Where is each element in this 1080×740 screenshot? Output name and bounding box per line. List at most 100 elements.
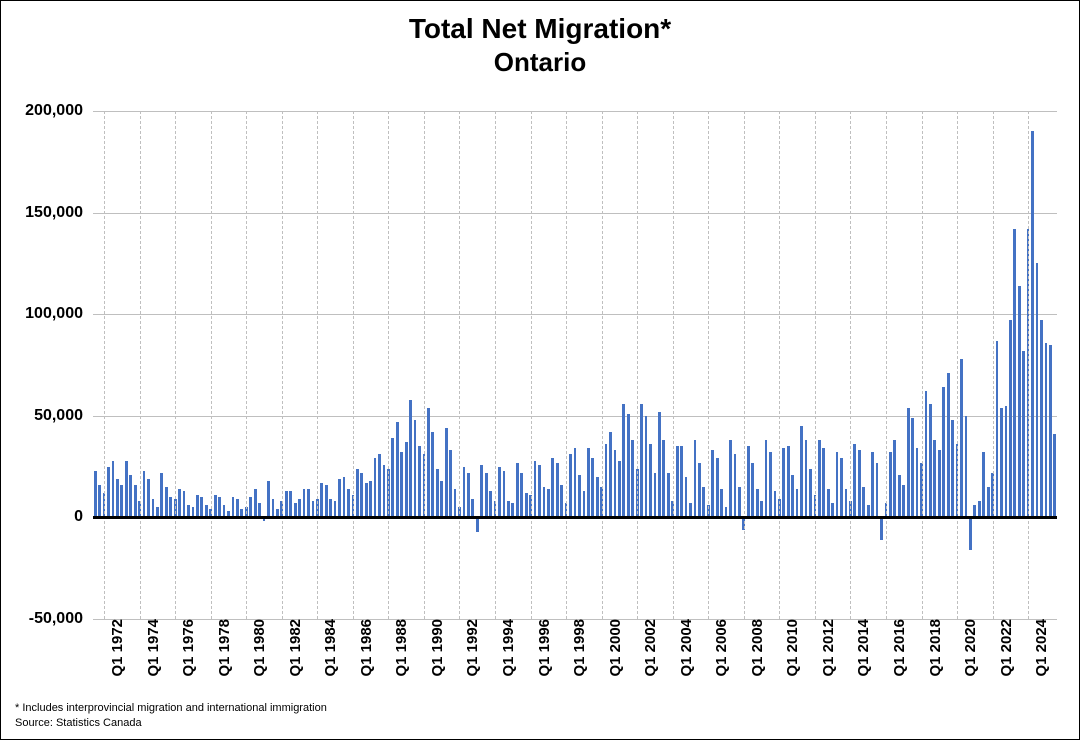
x-axis-labels: Q1 1972Q1 1974Q1 1976Q1 1978Q1 1980Q1 19… — [93, 619, 1057, 691]
bar — [143, 471, 146, 518]
bar — [711, 450, 714, 517]
bar — [112, 461, 115, 518]
x-axis-tick-label: Q1 2014 — [855, 619, 872, 677]
gridline-vertical — [815, 111, 816, 619]
bar — [538, 465, 541, 518]
bar — [307, 489, 310, 517]
bar — [1036, 263, 1039, 517]
bar — [543, 487, 546, 517]
bar — [929, 404, 932, 518]
bar — [258, 503, 261, 517]
bar — [400, 452, 403, 517]
gridline-vertical — [602, 111, 603, 619]
bar — [1018, 286, 1021, 518]
bar — [805, 440, 808, 517]
x-axis-tick-label: Q1 2008 — [749, 619, 766, 677]
bar — [791, 475, 794, 518]
x-axis-tick-label: Q1 2006 — [713, 619, 730, 677]
bar — [391, 438, 394, 517]
bar — [654, 473, 657, 518]
gridline-vertical — [673, 111, 674, 619]
bar — [200, 497, 203, 517]
y-axis-tick-label: -50,000 — [29, 610, 83, 628]
bar — [1022, 351, 1025, 518]
bar — [987, 487, 990, 517]
y-axis-labels: -50,000050,000100,000150,000200,000 — [1, 111, 89, 619]
x-axis-tick-label: Q1 1972 — [109, 619, 126, 677]
bar — [609, 432, 612, 517]
bar — [969, 517, 972, 550]
bar — [862, 487, 865, 517]
gridline-vertical — [388, 111, 389, 619]
bar — [374, 458, 377, 517]
x-axis-tick-label: Q1 2002 — [642, 619, 659, 677]
bar — [507, 501, 510, 517]
x-axis-tick-label: Q1 1982 — [287, 619, 304, 677]
bar — [320, 483, 323, 518]
x-axis-tick-label: Q1 2012 — [820, 619, 837, 677]
x-axis-tick-label: Q1 2018 — [927, 619, 944, 677]
chart-title-line1: Total Net Migration* — [1, 13, 1079, 45]
chart-container: Total Net Migration* Ontario -50,000050,… — [0, 0, 1080, 740]
bar — [689, 503, 692, 517]
y-axis-tick-label: 150,000 — [25, 204, 83, 222]
gridline-vertical — [886, 111, 887, 619]
bar — [756, 489, 759, 517]
bar — [1013, 229, 1016, 518]
bar — [782, 448, 785, 517]
bar — [463, 467, 466, 518]
bar — [285, 491, 288, 517]
bar — [343, 477, 346, 518]
bar — [591, 458, 594, 517]
bar — [596, 477, 599, 518]
bar — [729, 440, 732, 517]
x-axis-tick-label: Q1 1988 — [393, 619, 410, 677]
bar — [409, 400, 412, 518]
bar — [489, 491, 492, 517]
bar — [925, 391, 928, 517]
gridline-vertical — [495, 111, 496, 619]
bar — [120, 485, 123, 518]
bar — [360, 473, 363, 518]
bar — [152, 499, 155, 517]
bar — [98, 485, 101, 518]
gridline-horizontal — [93, 416, 1057, 417]
gridline-vertical — [708, 111, 709, 619]
bar — [622, 404, 625, 518]
x-axis-tick-label: Q1 2010 — [784, 619, 801, 677]
bar — [1045, 343, 1048, 518]
bar — [511, 503, 514, 517]
gridline-vertical — [531, 111, 532, 619]
bar — [876, 463, 879, 518]
bar — [667, 473, 670, 518]
gridline-vertical — [246, 111, 247, 619]
bar — [236, 499, 239, 517]
bar — [289, 491, 292, 517]
bar — [774, 491, 777, 517]
bar — [480, 465, 483, 518]
bar — [356, 469, 359, 518]
bar — [982, 452, 985, 517]
bar — [1040, 320, 1043, 517]
bar — [978, 501, 981, 517]
bar — [169, 497, 172, 517]
y-axis-tick-label: 200,000 — [25, 102, 83, 120]
bar — [160, 473, 163, 518]
bar — [827, 489, 830, 517]
gridline-vertical — [424, 111, 425, 619]
bar — [649, 444, 652, 517]
zero-line — [93, 516, 1057, 519]
bar — [94, 471, 97, 518]
bar — [831, 503, 834, 517]
bar — [560, 485, 563, 518]
bar — [347, 489, 350, 517]
x-axis-tick-label: Q1 1990 — [429, 619, 446, 677]
bar — [218, 497, 221, 517]
bar — [787, 446, 790, 517]
bar — [254, 489, 257, 517]
x-axis-tick-label: Q1 2024 — [1033, 619, 1050, 677]
bar — [476, 517, 479, 531]
bar — [214, 495, 217, 517]
bar — [898, 475, 901, 518]
x-axis-tick-label: Q1 2000 — [607, 619, 624, 677]
